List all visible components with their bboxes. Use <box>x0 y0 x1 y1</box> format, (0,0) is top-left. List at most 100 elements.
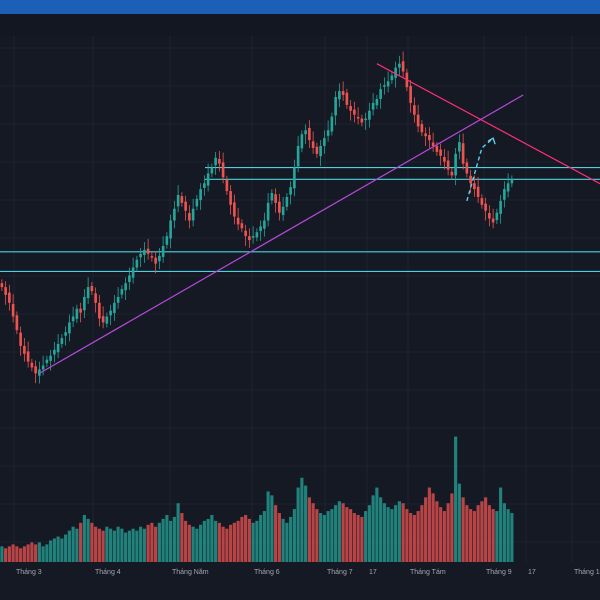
candle-body <box>131 267 135 278</box>
candle-body <box>184 201 187 211</box>
volume-bar <box>161 518 165 562</box>
volume-bar <box>180 513 184 562</box>
volume-bar <box>382 503 386 562</box>
volume-bar <box>349 509 353 562</box>
volume-bar <box>112 530 116 562</box>
volume-bar <box>371 495 375 562</box>
candle-body <box>323 138 326 146</box>
volume-bar <box>480 501 484 562</box>
candle-body <box>150 256 154 258</box>
volume-bar <box>142 528 146 562</box>
candle-body <box>233 202 236 217</box>
candle-body <box>75 308 79 319</box>
projection-path <box>466 137 494 202</box>
volume-bar <box>0 546 4 562</box>
candle-body <box>443 156 446 162</box>
candle-body <box>49 355 52 361</box>
candle-body <box>143 249 146 255</box>
candle-body <box>146 248 150 254</box>
candle-body <box>390 75 394 81</box>
candle-body <box>401 61 405 72</box>
volume-bar <box>195 528 199 562</box>
candle-body <box>334 97 337 116</box>
volume-bar <box>172 516 176 562</box>
volume-bar <box>109 528 113 562</box>
volume-bar <box>341 503 345 562</box>
x-axis-tick-label: Tháng Tám <box>410 569 446 576</box>
x-axis-tick-label: Tháng 9 <box>486 569 512 576</box>
x-axis-tick-label: Tháng 4 <box>95 569 121 576</box>
candle-body <box>469 175 472 184</box>
candle-body <box>281 206 285 215</box>
candle-body <box>428 135 431 141</box>
candle-body <box>225 179 229 192</box>
candle-body <box>26 351 30 362</box>
support-trendline <box>39 94 524 374</box>
candle-body <box>34 366 37 374</box>
volume-bar <box>476 505 480 562</box>
candle-body <box>23 345 26 354</box>
volume-bar <box>255 520 259 562</box>
candle-body <box>41 365 45 370</box>
volume-bar <box>22 546 26 562</box>
volume-bar <box>337 501 341 562</box>
volume-bar <box>296 487 300 562</box>
volume-bar <box>465 505 469 562</box>
volume-bar <box>427 487 431 562</box>
candle-body <box>195 198 199 207</box>
candle-body <box>128 275 131 283</box>
candle-body <box>124 283 127 291</box>
candle-body <box>255 232 259 238</box>
candle-body <box>461 143 465 164</box>
candle-body <box>19 332 22 346</box>
candle-body <box>330 116 334 132</box>
candle-body <box>278 201 281 213</box>
candle-body <box>210 167 214 174</box>
volume-bar <box>94 526 98 562</box>
volume-bar <box>214 520 218 562</box>
candle-body <box>308 127 311 141</box>
volume-bar <box>375 487 379 562</box>
candle-body <box>188 213 191 221</box>
volume-bar <box>169 520 173 562</box>
volume-bar <box>15 546 19 562</box>
chart-background <box>0 36 600 600</box>
volume-bar <box>304 485 308 562</box>
volume-bar <box>262 511 266 562</box>
candle-body <box>191 208 195 221</box>
volume-bar <box>469 509 473 562</box>
candle-body <box>360 118 364 123</box>
volume-bar <box>300 477 304 562</box>
volume-bar <box>495 511 499 562</box>
candle-body <box>94 293 97 303</box>
candle-body <box>503 189 506 200</box>
volume-bar <box>379 497 383 562</box>
candle-body <box>11 303 15 317</box>
volume-bar <box>45 544 49 562</box>
volume-bar <box>326 511 330 562</box>
volume-bar <box>131 528 135 562</box>
candle-body <box>338 91 341 100</box>
volume-bar <box>232 522 236 562</box>
volume-bar <box>457 483 461 562</box>
candle-body <box>364 118 367 121</box>
candle-body <box>236 217 240 225</box>
volume-bar <box>311 503 315 562</box>
volume-bar <box>26 544 30 562</box>
volume-bar <box>210 514 214 562</box>
candle-body <box>154 257 157 264</box>
candle-body <box>53 349 56 355</box>
candle-body <box>113 302 116 313</box>
volume-bar <box>90 522 94 562</box>
volume-bar <box>82 514 86 562</box>
volume-bar <box>75 528 79 562</box>
candle-body <box>101 316 105 323</box>
candle-body <box>68 322 71 334</box>
candle-body <box>326 130 330 136</box>
volume-bar <box>322 514 326 562</box>
candle-body <box>120 289 124 295</box>
candle-body <box>79 308 82 313</box>
candle-body <box>375 98 379 106</box>
